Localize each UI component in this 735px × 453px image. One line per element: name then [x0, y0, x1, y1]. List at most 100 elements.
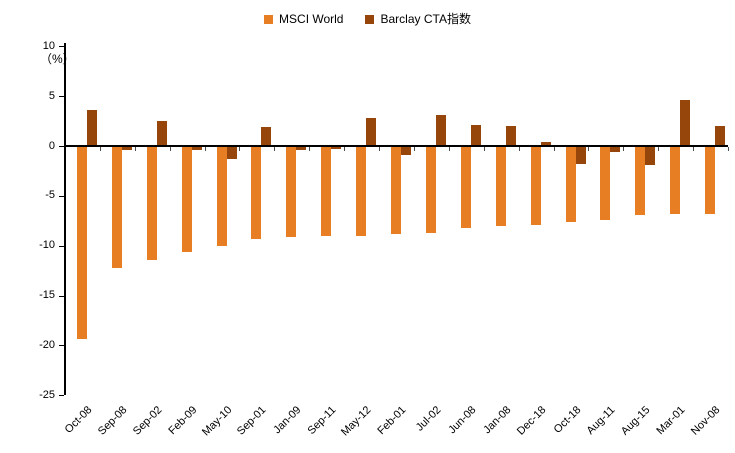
x-tick-label: Sep-02 [130, 404, 165, 438]
y-tick-label: 5 [48, 89, 55, 102]
x-tick-label: Oct-08 [62, 404, 95, 436]
barclay-cta-bar [505, 126, 516, 145]
msci-world-bar [251, 147, 262, 239]
x-tick-label: Jan-08 [480, 404, 514, 437]
x-axis-tick [623, 147, 625, 151]
barclay-cta-bar [331, 147, 342, 149]
legend-label-barclay-cta: Barclay CTA指数 [380, 12, 471, 26]
x-tick-label: Sep-11 [305, 404, 339, 437]
x-tick-label: Nov-08 [689, 404, 723, 438]
legend-item-barclay-cta: Barclay CTA指数 [365, 12, 471, 26]
x-axis-tick [169, 147, 171, 151]
barclay-cta-bar [87, 110, 97, 145]
msci-world-bar [600, 147, 611, 220]
barclay-cta-bar [156, 121, 167, 145]
x-axis-tick [553, 147, 555, 151]
x-axis-tick [448, 147, 450, 151]
barclay-cta-bar [401, 147, 412, 155]
barclay-cta-bar [191, 147, 202, 150]
msci-world-bar [216, 147, 227, 246]
x-axis-tick [99, 147, 101, 151]
y-tick-label: 10 [42, 39, 55, 52]
x-tick-label: Jun-08 [446, 404, 479, 437]
x-tick-label: Aug-11 [584, 404, 618, 437]
x-tick-label: Aug-15 [619, 404, 653, 438]
x-axis-tick [344, 147, 346, 151]
msci-world-bar [670, 147, 681, 214]
y-axis-tick [59, 146, 64, 147]
barclay-cta-bar [121, 147, 132, 150]
barclay-cta-bar [261, 127, 272, 145]
y-axis-tick [59, 295, 64, 297]
y-axis-tick [59, 345, 64, 347]
y-axis-tick [59, 46, 64, 48]
barclay-cta-swatch-icon [365, 14, 375, 24]
barclay-cta-bar [540, 142, 551, 145]
barclay-cta-bar [610, 147, 621, 152]
x-axis-tick [658, 147, 660, 151]
msci-world-bar [530, 147, 541, 225]
msci-world-bar [146, 147, 157, 260]
x-axis-tick [274, 147, 276, 151]
x-axis-tick [134, 147, 136, 151]
x-axis-tick [693, 147, 695, 151]
y-tick-label: -10 [39, 239, 55, 252]
msci-world-bar [356, 147, 367, 236]
x-tick-label: Dec-18 [514, 404, 549, 438]
msci-world-bar [391, 147, 402, 234]
x-tick-label: May-12 [339, 404, 374, 439]
x-axis-tick [728, 147, 729, 151]
msci-world-bar [495, 147, 506, 226]
barclay-cta-bar [645, 147, 656, 165]
msci-world-bar [321, 147, 332, 236]
x-tick-label: Sep-01 [235, 404, 269, 438]
y-tick-label: -25 [39, 388, 55, 401]
barclay-cta-bar [226, 147, 237, 159]
x-axis-tick [379, 147, 381, 151]
x-axis-tick [588, 147, 590, 151]
x-tick-label: Mar-01 [654, 404, 688, 438]
x-tick-label: Sep-08 [95, 404, 130, 438]
x-tick-label: Oct-18 [551, 404, 584, 436]
y-axis-tick [59, 245, 64, 247]
msci-world-bar [111, 147, 122, 268]
msci-world-bar [565, 147, 576, 222]
x-axis-tick [309, 147, 311, 151]
barclay-cta-bar [366, 118, 377, 145]
x-axis-zero-line [64, 145, 728, 147]
msci-world-bar [181, 147, 192, 252]
legend-label-msci-world: MSCI World [279, 12, 344, 26]
msci-world-swatch-icon [264, 14, 274, 24]
msci-world-bar [460, 147, 471, 228]
barclay-cta-bar [435, 115, 446, 145]
x-tick-label: Feb-01 [375, 404, 409, 438]
msci-world-bar [705, 147, 716, 214]
y-tick-label: -20 [39, 338, 55, 351]
x-axis-tick [483, 147, 485, 151]
x-tick-label: Jul-02 [413, 404, 444, 434]
barclay-cta-bar [575, 147, 586, 164]
x-axis-tick [413, 147, 415, 151]
barclay-cta-bar [470, 125, 481, 145]
plot-area: 10 5 0 -5 -10 -15 -20 -25 Oct-08 Sep-08 Sep-02 Feb… [39, 40, 729, 438]
legend: MSCI World Barclay CTA指数 [0, 8, 735, 30]
y-axis-tick [59, 395, 64, 397]
y-axis [64, 43, 66, 395]
x-tick-label: May-10 [199, 404, 235, 439]
barclay-cta-bar [680, 100, 691, 145]
barclay-cta-bar [715, 126, 726, 145]
msci-world-bar [77, 147, 87, 340]
legend-item-msci-world: MSCI World [264, 13, 343, 25]
x-tick-label: Feb-09 [166, 404, 200, 438]
x-axis-tick [204, 147, 206, 151]
x-tick-label: Jan-09 [271, 404, 304, 437]
y-axis-tick [59, 195, 64, 197]
msci-world-bar [286, 147, 297, 237]
msci-world-bar [635, 147, 646, 215]
msci-world-bar [425, 147, 436, 233]
y-tick-label: 0 [48, 139, 55, 152]
y-axis-tick [59, 96, 64, 98]
x-axis-tick [239, 147, 241, 151]
y-tick-label: -15 [39, 289, 55, 302]
